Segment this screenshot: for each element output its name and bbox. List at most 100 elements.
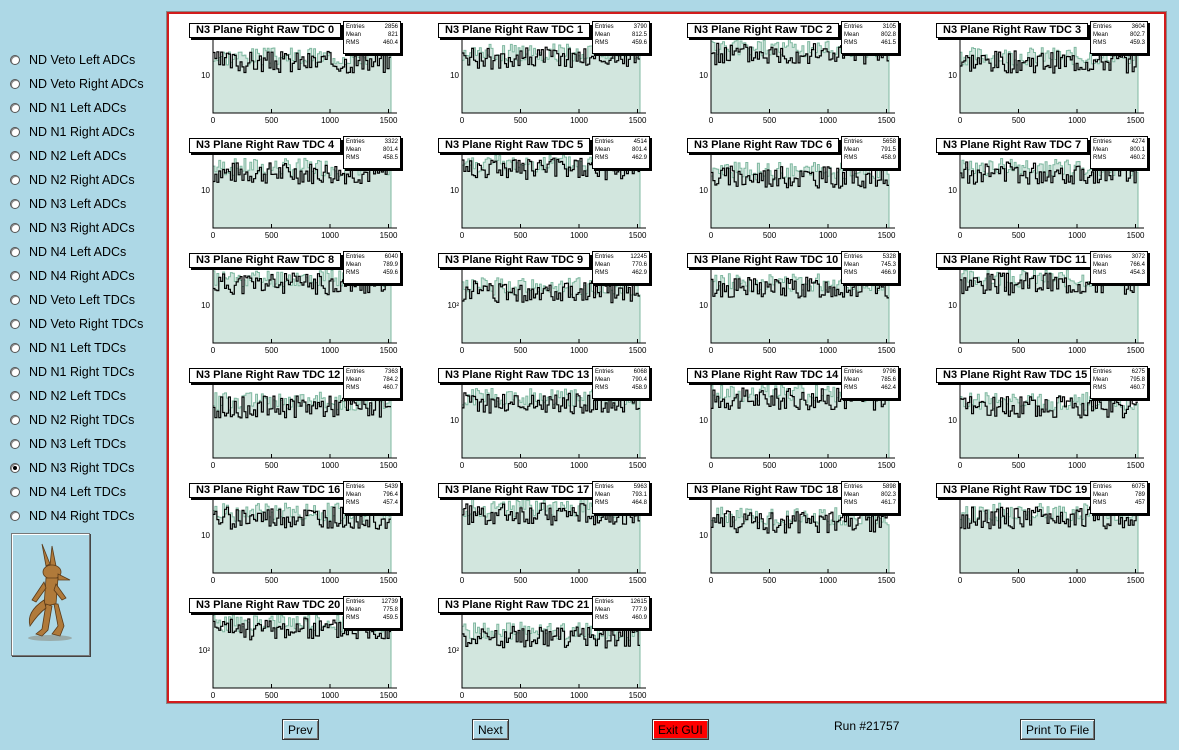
histogram-panel: 0 500 1000 1500 10 N3 Plane Right Raw TDC 5 En… [426,131,651,242]
histogram-line [213,395,391,419]
radio-unchecked-icon[interactable] [10,295,20,305]
stat-label: RMS [595,270,609,276]
radio-unchecked-icon[interactable] [10,151,20,161]
stat-label: RMS [1093,500,1107,506]
radio-unchecked-icon[interactable] [10,343,20,353]
radio-unchecked-icon[interactable] [10,415,20,425]
histogram-panel: 0 500 1000 1500 10 N3 Plane Right Raw TDC 8 En… [177,246,402,357]
stat-label: Entries [844,24,863,30]
x-tick-label: 1000 [321,461,339,470]
radio-unchecked-icon[interactable] [10,487,20,497]
prev-button[interactable]: Prev [282,719,319,740]
stat-value: 766.4 [1129,262,1145,268]
y-tick-label: 10 [450,416,459,425]
stat-row-mean: Mean 770.6 [595,261,647,269]
stat-label: Entries [595,139,614,145]
sidebar-item-nd-n2-left-adcs[interactable]: ND N2 Left ADCs [10,146,126,166]
sidebar-item-nd-veto-right-tdcs[interactable]: ND Veto Right TDCs [10,314,143,334]
radio-unchecked-icon[interactable] [10,439,20,449]
sidebar-item-nd-n3-right-tdcs[interactable]: ND N3 Right TDCs [10,458,134,478]
radio-unchecked-icon[interactable] [10,367,20,377]
stat-row-rms: RMS 457.4 [346,499,398,507]
x-tick-label: 1500 [380,691,398,700]
sidebar-item-nd-n2-right-tdcs[interactable]: ND N2 Right TDCs [10,410,134,430]
stat-value: 812.5 [631,32,647,38]
radio-unchecked-icon[interactable] [10,271,20,281]
radio-unchecked-icon[interactable] [10,55,20,65]
stat-label: Mean [595,377,611,383]
x-tick-label: 1500 [629,116,647,125]
x-tick-label: 1000 [570,231,588,240]
sidebar-item-nd-n2-left-tdcs[interactable]: ND N2 Left TDCs [10,386,126,406]
x-tick-label: 0 [709,346,714,355]
histogram-title: N3 Plane Right Raw TDC 6 [687,138,840,153]
stat-label: Entries [346,139,365,145]
stats-box: Entries 5658 Mean 791.5 RMS 458.9 [841,136,899,169]
histogram-line [960,161,1138,185]
stat-label: Entries [346,484,365,490]
stat-label: Entries [595,369,614,375]
radio-checked-icon[interactable] [10,463,20,473]
histogram-title: N3 Plane Right Raw TDC 1 [438,23,591,38]
sidebar-item-nd-n4-right-adcs[interactable]: ND N4 Right ADCs [10,266,135,286]
sidebar-item-nd-n2-right-adcs[interactable]: ND N2 Right ADCs [10,170,135,190]
histogram-panel: 0 500 1000 1500 10 N3 Plane Right Raw TDC 1 En… [426,16,651,127]
print-to-file-button[interactable]: Print To File [1020,719,1096,740]
radio-unchecked-icon[interactable] [10,223,20,233]
x-tick-label: 500 [763,346,777,355]
radio-unchecked-icon[interactable] [10,103,20,113]
histogram-panel: 0 500 1000 1500 10 N3 Plane Right Raw TDC 6 En… [675,131,900,242]
sidebar-item-nd-n1-left-tdcs[interactable]: ND N1 Left TDCs [10,338,126,358]
sidebar-item-nd-n1-left-adcs[interactable]: ND N1 Left ADCs [10,98,126,118]
sidebar-item-label: ND N4 Right ADCs [29,269,135,283]
radio-unchecked-icon[interactable] [10,511,20,521]
histogram-canvas: 0 500 1000 1500 10 N3 Plane Right Raw TDC 0 En… [166,11,1167,704]
stat-value: 802.8 [880,32,896,38]
radio-unchecked-icon[interactable] [10,79,20,89]
next-button[interactable]: Next [472,719,509,740]
sidebar-item-nd-n1-right-tdcs[interactable]: ND N1 Right TDCs [10,362,134,382]
histogram-title: N3 Plane Right Raw TDC 9 [438,253,591,268]
stat-value: 789 [1134,492,1145,498]
x-tick-label: 500 [265,461,279,470]
stat-row-entries: Entries 12245 [595,253,647,261]
radio-unchecked-icon[interactable] [10,175,20,185]
sidebar-item-nd-veto-left-adcs[interactable]: ND Veto Left ADCs [10,50,135,70]
x-tick-label: 1000 [570,576,588,585]
sidebar-item-nd-veto-right-adcs[interactable]: ND Veto Right ADCs [10,74,144,94]
stats-box: Entries 6040 Mean 789.9 RMS 459.6 [343,251,401,284]
sidebar-item-nd-n3-right-adcs[interactable]: ND N3 Right ADCs [10,218,135,238]
x-tick-label: 500 [514,346,528,355]
stat-row-entries: Entries 12739 [346,598,398,606]
stat-row-mean: Mean 789.9 [346,261,398,269]
radio-unchecked-icon[interactable] [10,247,20,257]
stats-box: Entries 3790 Mean 812.5 RMS 459.6 [592,21,650,54]
sidebar-item-nd-n3-left-adcs[interactable]: ND N3 Left ADCs [10,194,126,214]
histogram-title: N3 Plane Right Raw TDC 7 [936,138,1089,153]
radio-unchecked-icon[interactable] [10,391,20,401]
stats-box: Entries 12739 Mean 775.8 RMS 459.5 [343,596,401,629]
sidebar-item-nd-veto-left-tdcs[interactable]: ND Veto Left TDCs [10,290,135,310]
x-tick-label: 500 [265,691,279,700]
x-tick-label: 500 [265,116,279,125]
sidebar-item-nd-n4-right-tdcs[interactable]: ND N4 Right TDCs [10,506,134,526]
sidebar-item-nd-n3-left-tdcs[interactable]: ND N3 Left TDCs [10,434,126,454]
sidebar-item-nd-n1-right-adcs[interactable]: ND N1 Right ADCs [10,122,135,142]
stat-label: Mean [844,147,860,153]
stat-value: 7363 [384,369,398,375]
exit-gui-button[interactable]: Exit GUI [652,719,709,740]
histogram-panel: 0 500 1000 1500 10 N3 Plane Right Raw TDC 10 E… [675,246,900,357]
radio-unchecked-icon[interactable] [10,199,20,209]
y-tick-label: 10 [201,71,210,80]
x-tick-label: 1000 [321,691,339,700]
sidebar-item-nd-n4-left-adcs[interactable]: ND N4 Left ADCs [10,242,126,262]
stat-value: 793.1 [631,492,647,498]
stat-row-mean: Mean 801.4 [595,146,647,154]
radio-unchecked-icon[interactable] [10,127,20,137]
sidebar-item-nd-n4-left-tdcs[interactable]: ND N4 Left TDCs [10,482,126,502]
radio-unchecked-icon[interactable] [10,319,20,329]
stat-label: Entries [595,254,614,260]
stat-row-entries: Entries 2856 [346,23,398,31]
stat-row-entries: Entries 3322 [346,138,398,146]
x-tick-label: 1500 [629,231,647,240]
